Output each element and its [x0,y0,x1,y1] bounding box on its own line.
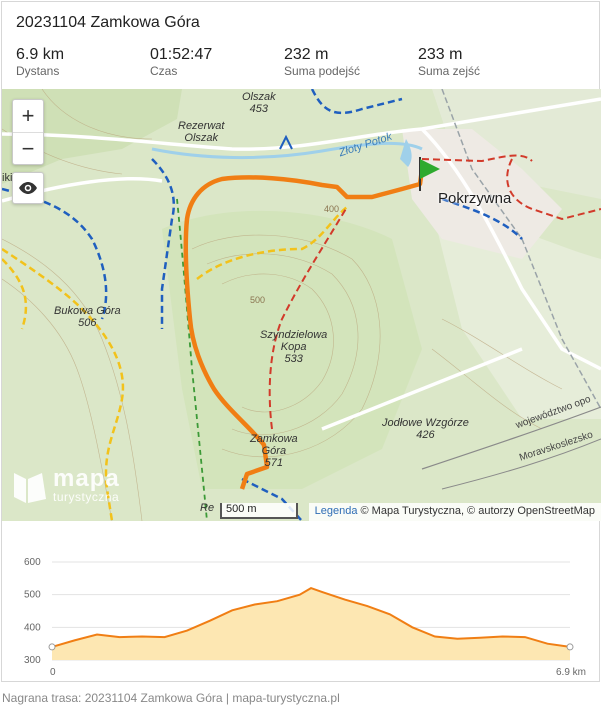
legend-link[interactable]: Legenda [314,505,358,517]
eye-icon [19,182,37,194]
elevation-line [51,587,571,648]
peak-height: 506 [78,317,97,329]
peak-name: Bukowa Góra [54,305,121,317]
stat-ascent: 232 m Suma podejść [284,46,418,78]
elevation-area [52,588,570,660]
peak-name: Jodłowe Wzgórze [382,417,469,429]
map-canvas[interactable] [2,89,601,521]
end-point [566,643,574,651]
stat-descent-label: Suma zejść [418,64,481,78]
peak-label-bukowa: Bukowa Góra 506 [54,305,121,329]
y-tick-label: 400 [24,622,41,633]
attribution-text: © Mapa Turystyczna, © autorzy OpenStreet… [357,505,595,517]
logo-icon [14,473,46,503]
scale-bar: 500 m [220,503,298,519]
reserve-name: Olszak [184,132,219,144]
contour-label: 500 [250,295,266,305]
logo-subtext: turystyczna [53,490,120,504]
stat-ascent-label: Suma podejść [284,64,361,78]
peak-name: Szyndzielowa [260,329,328,341]
y-tick-label: 300 [24,655,41,666]
page-title: 20231104 Zamkowa Góra [16,14,200,31]
peak-label-jodlowe: Jodłowe Wzgórze 426 [382,417,469,441]
route-map[interactable]: Olszak 453 Rezerwat Olszak Złoty Potok P… [2,89,601,521]
edge-label-bottom: Re [200,502,215,514]
stat-distance-label: Dystans [16,64,60,78]
stat-descent: 233 m Suma zejść [418,46,552,78]
stat-time-label: Czas [150,64,178,78]
zoom-control: + − [12,99,44,165]
town-label: Pokrzywna [438,190,512,207]
peak-height: 533 [284,353,303,365]
start-point [48,643,56,651]
reserve-label: Rezerwat Olszak [178,120,224,144]
peak-name-2: Kopa [280,341,307,353]
zoom-out-button[interactable]: − [13,132,43,164]
stat-ascent-value: 232 m [284,46,329,63]
peak-height: 571 [264,457,284,469]
y-tick-label: 500 [24,590,41,601]
edge-label: iki [2,172,13,184]
stat-descent-value: 233 m [418,46,463,63]
y-tick-label: 600 [24,557,41,568]
y-axis-ticks: 300 400 500 600 [24,557,41,666]
peak-label-olszak: Olszak 453 [242,91,276,115]
stats-row: 6.9 km Dystans 01:52:47 Czas 232 m Suma … [16,46,596,78]
layer-visibility-button[interactable] [12,172,44,204]
logo-text: mapa [53,465,120,492]
footer-caption: Nagrana trasa: 20231104 Zamkowa Góra | m… [2,691,340,705]
peak-name: Zamkowa [250,433,298,445]
mapa-turystyczna-logo: mapa turystyczna [12,465,119,510]
x-tick-label: 6.9 km [556,667,586,678]
contour-label: 400 [324,204,340,214]
x-tick-label: 0 [50,667,56,678]
peak-height: 426 [416,429,435,441]
peak-label-szyndzielowa: Szyndzielowa Kopa 533 [260,329,327,365]
stat-distance: 6.9 km Dystans [16,46,150,78]
zoom-in-button[interactable]: + [21,103,35,128]
stat-time-value: 01:52:47 [150,46,213,63]
map-attribution: Legenda © Mapa Turystyczna, © autorzy Op… [308,503,601,521]
stat-distance-value: 6.9 km [16,46,65,63]
route-card: 20231104 Zamkowa Góra 6.9 km Dystans 01:… [1,1,601,682]
peak-name: Olszak [242,91,276,103]
peak-height: 453 [249,103,268,115]
x-axis-ticks: 0 6.9 km [50,667,586,678]
reserve-type: Rezerwat [178,120,225,132]
elevation-chart[interactable]: 300 400 500 600 0 6.9 km [2,542,601,682]
peak-label-zamkowa: Zamkowa Góra 571 [250,433,298,469]
stat-time: 01:52:47 Czas [150,46,284,78]
peak-name-2: Góra [261,445,287,457]
